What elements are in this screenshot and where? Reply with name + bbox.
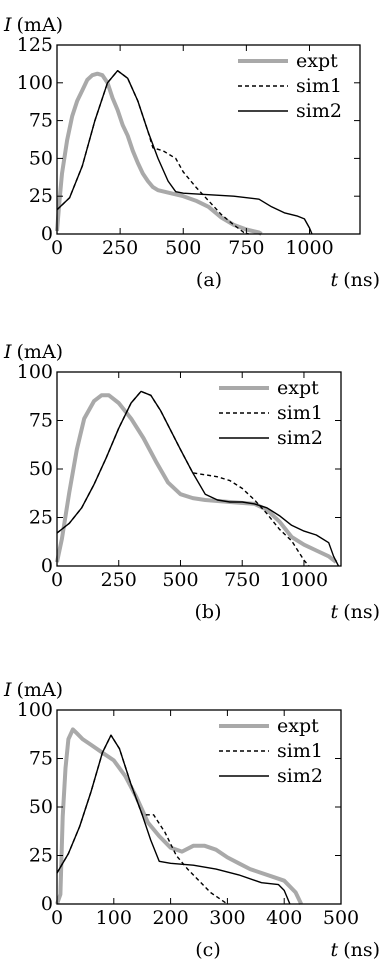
- legend-label-sim1: sim1: [277, 402, 323, 424]
- y-axis-symbol: I: [3, 14, 12, 36]
- legend-label-sim2: sim2: [277, 765, 323, 787]
- y-tick-label: 50: [29, 458, 53, 480]
- series-line-sim1: [57, 391, 309, 566]
- x-axis-unit: (ns): [343, 601, 380, 623]
- series-line-expt: [57, 74, 262, 234]
- x-tick-label: 400: [266, 907, 302, 929]
- panel-label: (c): [195, 939, 220, 961]
- x-tick-label: 500: [162, 569, 198, 591]
- x-axis-label: t (ns): [331, 939, 380, 961]
- legend-label-expt: expt: [277, 715, 319, 737]
- legend-label-expt: expt: [277, 377, 319, 399]
- x-tick-label: 750: [224, 569, 260, 591]
- x-axis-label: t (ns): [331, 269, 380, 291]
- y-tick-label: 100: [17, 361, 53, 383]
- legend-label-sim1: sim1: [296, 75, 342, 97]
- chart-panel-3: 0 100 200 300 400 5000255075100exptsim1sim2I(…: [3, 679, 380, 961]
- y-tick-label: 0: [41, 555, 53, 577]
- y-tick-label: 25: [29, 185, 53, 207]
- y-axis-unit: (mA): [17, 679, 64, 701]
- x-tick-label: 1000: [280, 569, 328, 591]
- x-tick-label: 250: [102, 237, 138, 259]
- x-axis-symbol: t: [331, 939, 339, 961]
- y-axis-unit: (mA): [17, 14, 64, 36]
- x-axis-symbol: t: [331, 601, 339, 623]
- x-axis-unit: (ns): [343, 269, 380, 291]
- x-tick-label: 300: [209, 907, 245, 929]
- panel-label: (a): [196, 269, 222, 291]
- x-axis-label: t (ns): [331, 601, 380, 623]
- y-tick-label: 75: [29, 110, 53, 132]
- y-tick-label: 0: [41, 223, 53, 245]
- x-tick-label: 750: [228, 237, 264, 259]
- x-axis-symbol: t: [331, 269, 339, 291]
- y-tick-label: 75: [29, 410, 53, 432]
- y-axis-unit: (mA): [17, 341, 64, 363]
- y-tick-label: 75: [29, 748, 53, 770]
- x-tick-label: 500: [165, 237, 201, 259]
- series-line-sim2: [57, 735, 290, 904]
- series-line-expt: [57, 729, 301, 904]
- y-tick-label: 50: [29, 147, 53, 169]
- legend-label-sim2: sim2: [296, 100, 342, 122]
- series-line-sim2: [57, 71, 312, 234]
- x-tick-label: 250: [101, 569, 137, 591]
- y-tick-label: 50: [29, 796, 53, 818]
- x-tick-label: 200: [152, 907, 188, 929]
- legend-label-expt: expt: [296, 50, 338, 72]
- y-axis-label: I (mA): [3, 679, 63, 701]
- y-axis-label: I (mA): [3, 14, 63, 36]
- y-tick-label: 100: [17, 699, 53, 721]
- x-axis-unit: (ns): [343, 939, 380, 961]
- x-tick-label: 100: [96, 907, 132, 929]
- chart-panel-1: 0 250 500 750 10000255075100125exptsim1sim2I…: [3, 14, 380, 291]
- y-tick-label: 25: [29, 845, 53, 867]
- legend-label-sim2: sim2: [277, 427, 323, 449]
- x-tick-label: 1000: [285, 237, 333, 259]
- y-tick-label: 125: [17, 34, 53, 56]
- y-axis-symbol: I: [3, 341, 12, 363]
- y-axis-label: I (mA): [3, 341, 63, 363]
- y-axis-symbol: I: [3, 679, 12, 701]
- panel-label: (b): [195, 601, 222, 623]
- y-tick-label: 25: [29, 507, 53, 529]
- legend-label-sim1: sim1: [277, 740, 323, 762]
- y-tick-label: 0: [41, 893, 53, 915]
- y-tick-label: 100: [17, 72, 53, 94]
- x-tick-label: 500: [323, 907, 359, 929]
